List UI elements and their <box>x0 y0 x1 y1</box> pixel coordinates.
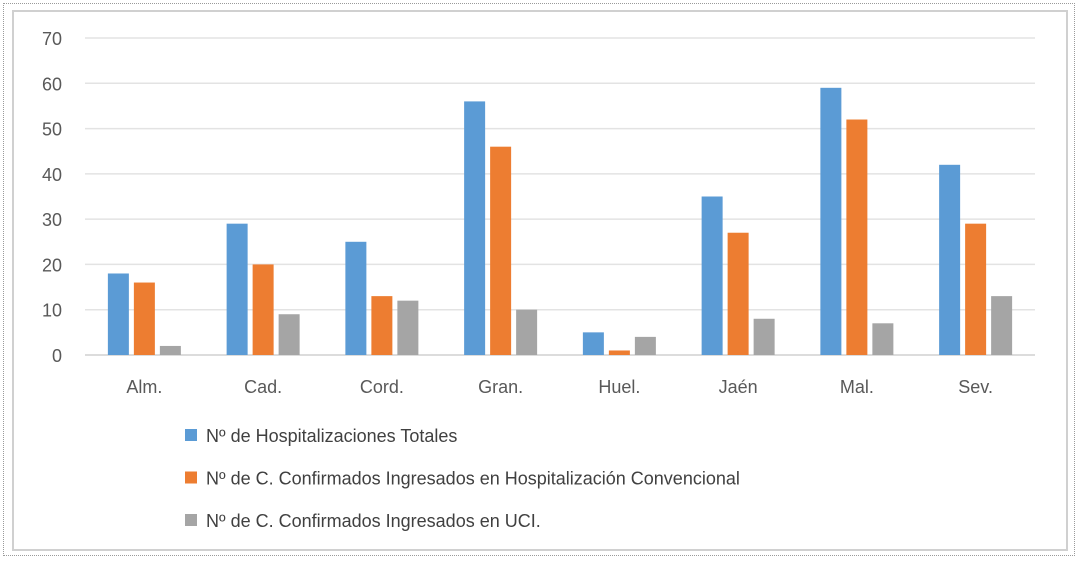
y-tick-label: 40 <box>42 165 62 185</box>
legend-label: Nº de Hospitalizaciones Totales <box>206 426 457 446</box>
x-tick-label: Gran. <box>478 377 523 397</box>
legend-label: Nº de C. Confirmados Ingresados en UCI. <box>206 511 541 531</box>
bar-sev-series-3 <box>991 296 1013 355</box>
bar-huel-series-2 <box>608 350 630 355</box>
bar-gran-series-3 <box>516 309 538 355</box>
y-tick-label: 0 <box>52 346 62 366</box>
bar-alm-series-2 <box>133 282 155 355</box>
x-tick-label: Cad. <box>244 377 282 397</box>
bar-mal-series-1 <box>820 87 842 356</box>
x-tick-label: Alm. <box>126 377 162 397</box>
y-tick-label: 50 <box>42 120 62 140</box>
bar-sev-series-1 <box>939 164 961 355</box>
bar-alm-series-3 <box>159 345 181 355</box>
bar-sev-series-2 <box>965 223 987 355</box>
chart-border <box>12 10 1068 551</box>
y-tick-label: 10 <box>42 301 62 321</box>
bar-huel-series-3 <box>634 336 656 355</box>
y-tick-label: 30 <box>42 210 62 230</box>
bar-cad-series-1 <box>226 223 248 355</box>
bar-cord-series-2 <box>371 296 393 355</box>
bar-mal-series-3 <box>872 323 894 355</box>
x-tick-label: Jaén <box>719 377 758 397</box>
y-tick-label: 70 <box>42 29 62 49</box>
bar-cord-series-1 <box>345 241 367 355</box>
bar-jaén-series-1 <box>701 196 723 355</box>
legend-label: Nº de C. Confirmados Ingresados en Hospi… <box>206 469 740 489</box>
bar-gran-series-1 <box>464 101 486 356</box>
bar-cord-series-3 <box>397 300 419 355</box>
bar-alm-series-1 <box>107 273 129 355</box>
x-tick-label: Sev. <box>958 377 993 397</box>
legend-marker <box>185 429 197 441</box>
outer-frame <box>3 3 1075 556</box>
x-tick-label: Mal. <box>840 377 874 397</box>
x-tick-label: Huel. <box>598 377 640 397</box>
legend-marker <box>185 471 197 484</box>
y-tick-label: 20 <box>42 255 62 275</box>
y-tick-label: 60 <box>42 74 62 94</box>
bar-gran-series-2 <box>490 146 512 355</box>
legend-marker <box>185 514 197 526</box>
bar-jaén-series-2 <box>727 232 749 355</box>
bar-jaén-series-3 <box>753 318 775 355</box>
bar-mal-series-2 <box>846 119 868 355</box>
bar-cad-series-2 <box>252 264 274 355</box>
x-tick-label: Cord. <box>360 377 404 397</box>
bar-cad-series-3 <box>278 314 300 355</box>
bar-huel-series-1 <box>582 332 604 355</box>
